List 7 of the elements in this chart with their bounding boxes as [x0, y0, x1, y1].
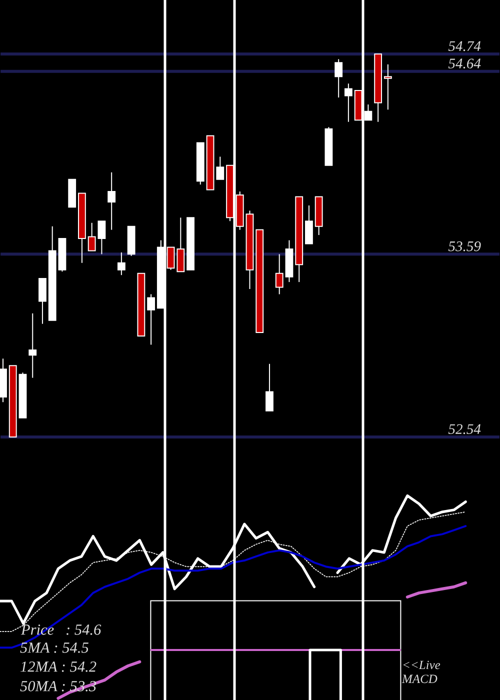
annotation: 5MA : 54.5 [20, 642, 88, 653]
y-tick-label: 52.54 [448, 424, 481, 434]
y-tick-label: 53.59 [448, 241, 481, 252]
annotation: 12MA : 54.2 [20, 662, 96, 672]
y-tick-label: 54.64 [448, 58, 481, 68]
y-tick-label: 54.74 [448, 41, 481, 52]
annotation: <<Live MACD [402, 660, 440, 684]
